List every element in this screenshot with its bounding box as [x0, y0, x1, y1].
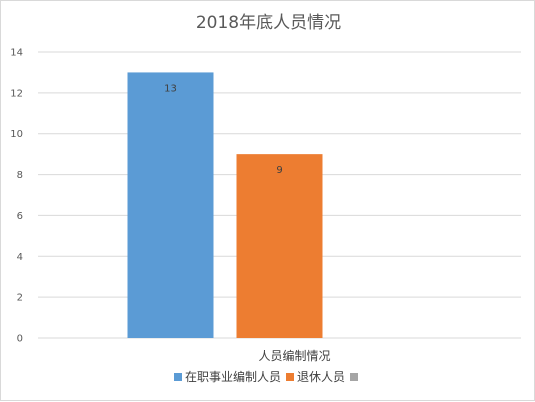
- legend-label: 退休人员: [297, 370, 345, 384]
- y-tick-label: 6: [17, 211, 23, 222]
- legend-label: 在职事业编制人员: [185, 369, 281, 384]
- y-tick-label: 2: [17, 293, 23, 304]
- y-tick-label: 14: [10, 48, 23, 59]
- data-label: 9: [276, 165, 282, 176]
- bars: [127, 72, 323, 338]
- legend-swatch: [350, 373, 358, 381]
- x-axis-categories: 人员编制情况: [258, 348, 330, 363]
- chart-title: 2018年底人员情况: [196, 13, 341, 33]
- legend: 在职事业编制人员 退休人员: [174, 369, 358, 384]
- y-tick-label: 0: [17, 334, 23, 345]
- x-category-label: 人员编制情况: [258, 348, 330, 363]
- bar: [127, 72, 214, 338]
- data-label: 13: [164, 83, 177, 94]
- y-tick-label: 10: [10, 129, 23, 140]
- y-tick-label: 12: [10, 88, 23, 99]
- legend-swatch: [174, 373, 182, 381]
- y-tick-label: 8: [17, 170, 23, 181]
- bar: [236, 154, 323, 338]
- y-tick-label: 4: [17, 252, 23, 263]
- y-axis-ticks: 0 2 4 6 8 10 12 14: [10, 48, 23, 345]
- legend-swatch: [286, 373, 294, 381]
- data-labels: 13 9: [164, 83, 283, 176]
